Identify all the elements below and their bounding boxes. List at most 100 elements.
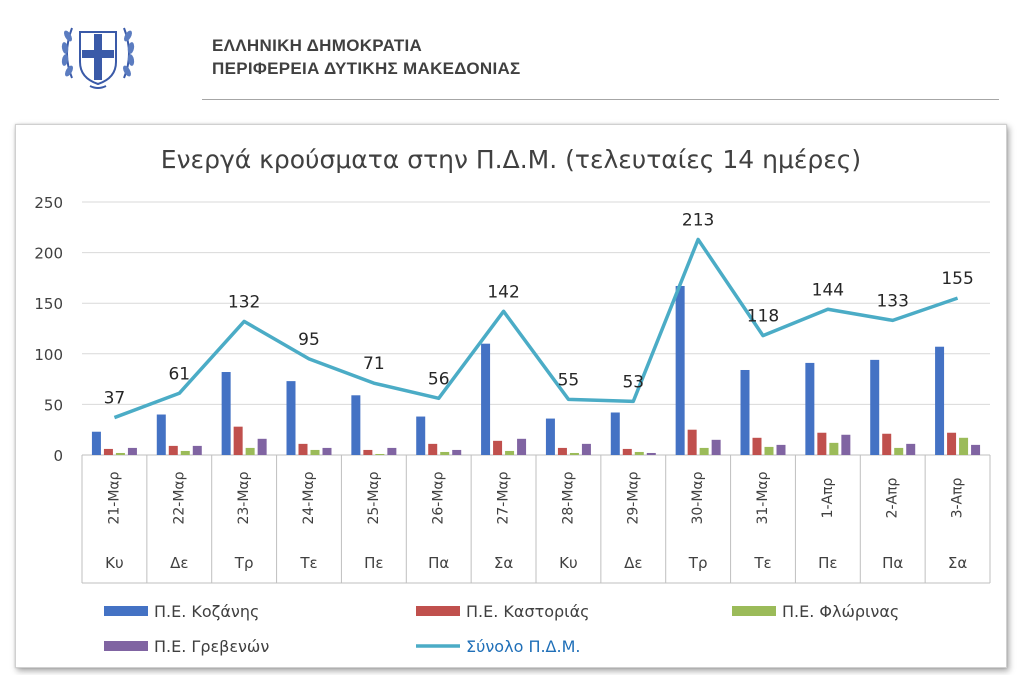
y-tick-label: 0 xyxy=(53,447,63,465)
bar xyxy=(505,450,515,455)
bar xyxy=(947,432,957,455)
bar xyxy=(387,447,397,455)
x-day-label: Πε xyxy=(364,554,383,572)
legend-label: Π.Ε. Κοζάνης xyxy=(154,602,259,621)
bar xyxy=(870,359,880,455)
total-line xyxy=(113,237,959,420)
data-label: 133 xyxy=(876,291,908,311)
bar xyxy=(440,451,450,455)
bar xyxy=(233,426,243,455)
data-label: 37 xyxy=(104,389,126,409)
bar xyxy=(971,444,981,455)
x-day-label: Τε xyxy=(299,554,317,572)
bar xyxy=(764,446,774,455)
legend-swatch xyxy=(104,606,148,616)
legend-label: Π.Ε. Φλώρινας xyxy=(782,602,899,621)
x-day-label: Τρ xyxy=(234,554,254,572)
legend-swatch xyxy=(732,606,776,616)
legend-label: Π.Ε. Γρεβενών xyxy=(154,637,269,656)
bar xyxy=(322,447,332,455)
bar xyxy=(428,443,438,455)
bar xyxy=(675,285,685,455)
data-label: 213 xyxy=(682,210,714,230)
bar xyxy=(959,437,969,455)
data-label: 142 xyxy=(487,282,519,302)
bar xyxy=(310,449,320,455)
x-tick-label: 25-Μαρ xyxy=(366,471,382,524)
data-label: 132 xyxy=(228,292,260,312)
x-tick-label: 21-Μαρ xyxy=(106,471,122,524)
bar xyxy=(882,433,892,455)
x-day-label: Δε xyxy=(170,554,188,572)
bar xyxy=(257,438,267,455)
bar xyxy=(351,395,361,455)
data-label: 56 xyxy=(428,369,450,389)
x-tick-label: 28-Μαρ xyxy=(560,471,576,524)
bar xyxy=(906,443,916,455)
x-tick-label: 2-Απρ xyxy=(885,477,901,518)
y-tick-label: 150 xyxy=(34,295,63,313)
bar xyxy=(192,445,202,455)
bar xyxy=(91,431,101,455)
bar xyxy=(103,448,113,455)
bar xyxy=(776,444,786,455)
bar xyxy=(569,452,579,455)
bar xyxy=(646,452,656,455)
bar xyxy=(894,447,904,455)
chart-title: Ενεργά κρούσματα στην Π.Δ.Μ. (τελευταίες… xyxy=(160,145,862,174)
data-label: 118 xyxy=(747,307,779,327)
bar xyxy=(699,447,709,455)
x-tick-label: 22-Μαρ xyxy=(171,471,187,524)
x-tick-label: 29-Μαρ xyxy=(625,471,641,524)
data-label: 95 xyxy=(298,330,320,350)
bar xyxy=(829,442,839,455)
bar xyxy=(115,452,125,455)
x-day-label: Κυ xyxy=(105,554,124,572)
x-day-label: Πα xyxy=(428,554,449,572)
bar xyxy=(634,451,644,455)
data-label: 144 xyxy=(812,280,844,300)
chart-plot: 0 50 100 150 200 250 21-Μαρ 22-Μαρ 23-Μαρ 24-Μαρ 2… xyxy=(34,194,991,656)
x-day-label: Τε xyxy=(753,554,771,572)
bar xyxy=(416,416,426,455)
x-tick-label: 24-Μαρ xyxy=(301,471,317,524)
legend-swatch xyxy=(416,606,460,616)
bar xyxy=(752,437,762,455)
document-header: ΕΛΛΗΝΙΚΗ ΔΗΜΟΚΡΑΤΙΑ ΠΕΡΙΦΕΡΕΙΑ ΔΥΤΙΚΗΣ Μ… xyxy=(0,0,1018,110)
x-day-label: Τρ xyxy=(688,554,708,572)
bar xyxy=(610,412,620,455)
data-label: 53 xyxy=(622,372,644,392)
bar xyxy=(221,372,231,455)
org-name-line1: ΕΛΛΗΝΙΚΗ ΔΗΜΟΚΡΑΤΙΑ xyxy=(212,36,423,55)
bar xyxy=(180,450,190,455)
data-label: 71 xyxy=(363,354,385,374)
bar xyxy=(805,362,815,455)
x-day-label: Πα xyxy=(882,554,903,572)
bar xyxy=(545,418,555,455)
org-name-line2: ΠΕΡΙΦΕΡΕΙΑ ΔΥΤΙΚΗΣ ΜΑΚΕΔΟΝΙΑΣ xyxy=(212,59,521,78)
bar xyxy=(581,443,591,455)
bar xyxy=(375,453,385,455)
bar xyxy=(168,445,178,455)
x-tick-label: 27-Μαρ xyxy=(496,471,512,524)
x-tick-label: 26-Μαρ xyxy=(431,471,447,524)
bar xyxy=(156,414,166,455)
x-day-label: Σα xyxy=(494,554,513,572)
y-tick-label: 250 xyxy=(34,194,63,212)
bar xyxy=(481,343,491,455)
y-tick-label: 200 xyxy=(34,245,63,263)
bar xyxy=(740,369,750,455)
x-tick-label: 1-Απρ xyxy=(820,477,836,518)
bar xyxy=(517,438,527,455)
x-day-label: Κυ xyxy=(559,554,578,572)
bar xyxy=(452,449,462,455)
bar xyxy=(935,346,945,455)
bar xyxy=(298,443,308,455)
data-label: 55 xyxy=(558,370,580,390)
bar xyxy=(622,448,632,455)
bar xyxy=(841,434,851,455)
bar xyxy=(687,429,697,455)
header-divider xyxy=(202,99,999,100)
chart-container: Ενεργά κρούσματα στην Π.Δ.Μ. (τελευταίες… xyxy=(15,124,1007,668)
x-tick-label: 30-Μαρ xyxy=(690,471,706,524)
